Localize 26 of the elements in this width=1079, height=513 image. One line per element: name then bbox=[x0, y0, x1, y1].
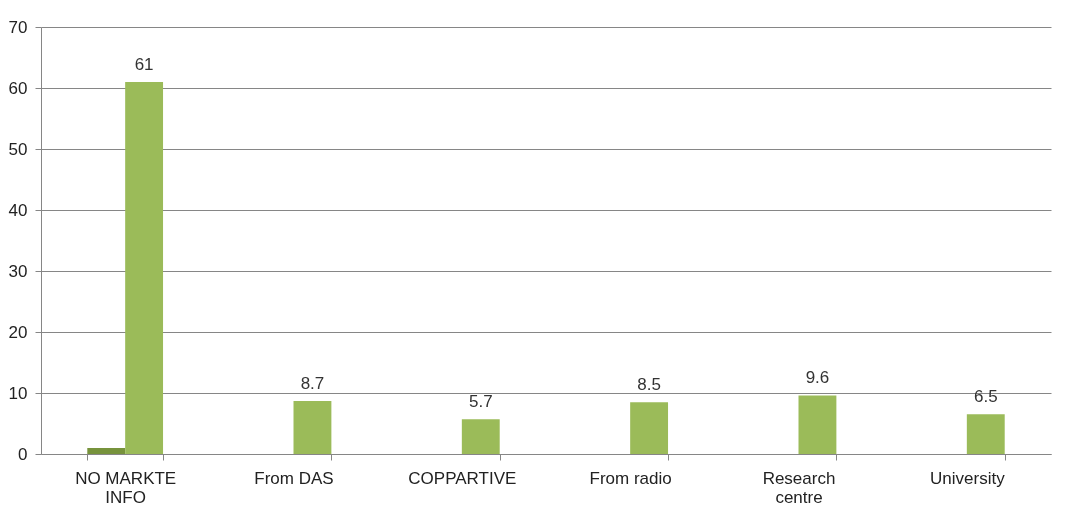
y-tick-label: 10 bbox=[8, 383, 28, 403]
data-label: 8.5 bbox=[637, 375, 661, 395]
y-tick-label: 0 bbox=[18, 444, 28, 464]
y-tick-label: 70 bbox=[8, 17, 28, 37]
y-tick-label: 60 bbox=[8, 78, 28, 98]
x-tick-label: University bbox=[930, 468, 1006, 488]
x-tick-label: From DAS bbox=[254, 468, 334, 488]
data-label: 5.7 bbox=[468, 392, 493, 412]
bar bbox=[87, 447, 126, 454]
data-label: 8.7 bbox=[300, 373, 325, 393]
bar bbox=[293, 400, 332, 454]
bar bbox=[461, 419, 500, 454]
x-tick-label: From radio bbox=[589, 468, 672, 488]
bar bbox=[798, 395, 837, 454]
x-tick-label: NO MARKTE INFO bbox=[75, 468, 177, 507]
y-tick-label: 20 bbox=[8, 322, 28, 342]
x-tick-label: COPPARTIVE bbox=[408, 468, 517, 488]
y-tick-label: 40 bbox=[8, 200, 28, 220]
x-tick-label: Research centre bbox=[762, 468, 836, 507]
data-label: 61 bbox=[134, 54, 154, 74]
y-tick-label: 30 bbox=[8, 261, 28, 281]
bar bbox=[630, 402, 669, 454]
bar bbox=[966, 414, 1005, 454]
data-label: 9.6 bbox=[805, 368, 830, 388]
bar bbox=[125, 81, 164, 454]
y-tick-label: 50 bbox=[8, 139, 28, 159]
